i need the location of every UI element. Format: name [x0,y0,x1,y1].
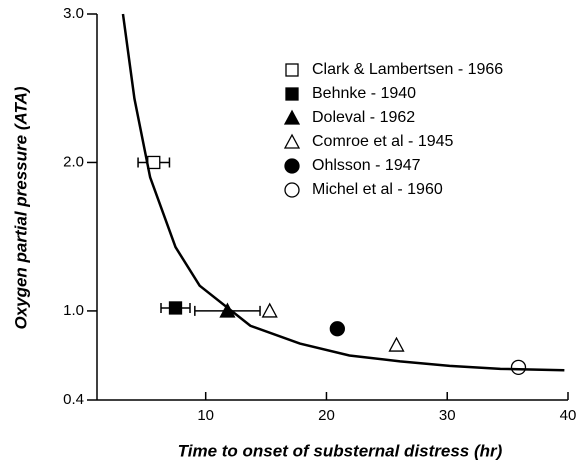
x-tick-label: 20 [318,407,335,424]
legend-marker [283,109,301,125]
y-tick-label: 2.0 [63,153,84,170]
legend-marker [285,63,299,77]
x-tick-label: 10 [197,407,214,424]
x-axis-title: Time to onset of substernal distress (hr… [178,441,503,460]
legend-text: Ohlsson - 1947 [312,157,421,174]
data-point [261,302,278,318]
legend-text: Behnke - 1940 [312,85,416,102]
fit-curve [121,13,565,372]
data-point [329,321,345,337]
legend-marker [285,87,299,101]
data-point [168,301,183,315]
y-tick-label: 1.0 [63,302,84,319]
data-point [388,336,405,352]
legend-marker [284,182,300,198]
x-tick-label: 30 [439,407,456,424]
legend-marker [283,133,301,149]
legend-text: Clark & Lambertsen - 1966 [312,61,503,78]
legend-marker [284,158,300,174]
y-tick-label: 0.4 [63,391,84,408]
data-point [510,359,527,375]
legend-text: Doleval - 1962 [312,109,415,126]
legend-text: Michel et al - 1960 [312,181,443,198]
data-point [147,155,161,170]
x-tick-label: 40 [560,407,577,424]
legend-text: Comroe et al - 1945 [312,133,454,150]
y-axis-title: Oxygen partial pressure (ATA) [11,86,30,329]
y-tick-label: 3.0 [63,5,84,22]
